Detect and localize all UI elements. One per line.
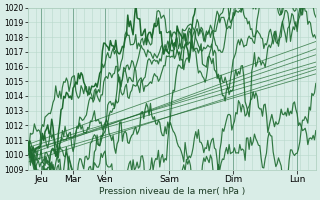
X-axis label: Pression niveau de la mer( hPa ): Pression niveau de la mer( hPa ): [99, 187, 245, 196]
